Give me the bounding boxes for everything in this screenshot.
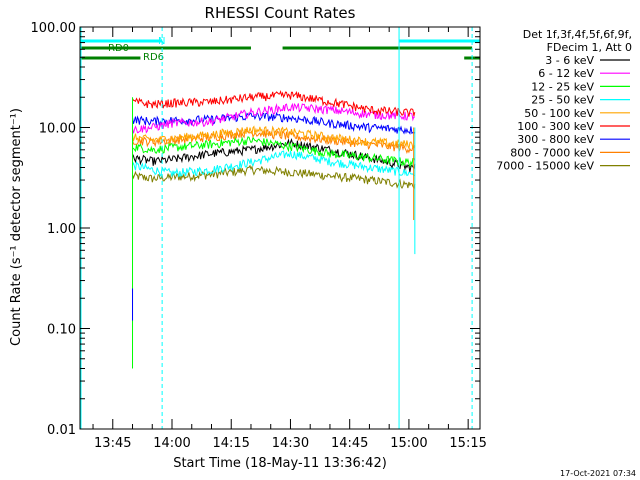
series-line	[132, 164, 416, 190]
x-tick-label: 15:15	[449, 436, 486, 451]
legend-label: 12 - 25 keV	[531, 80, 594, 93]
flag-label: RD0	[108, 43, 129, 54]
x-tick-label: 14:00	[153, 436, 190, 451]
legend-label: 300 - 800 keV	[517, 133, 594, 146]
x-axis-label: Start Time (18-May-11 13:36:42)	[173, 456, 387, 471]
series-line	[132, 125, 416, 149]
x-tick-label: 14:15	[212, 436, 249, 451]
y-tick-label: 10.00	[39, 122, 76, 137]
y-tick-label: 1.00	[47, 222, 76, 237]
legend-label: 100 - 300 keV	[517, 120, 594, 133]
x-tick-label: 13:45	[94, 436, 131, 451]
x-ticks: 13:45 14:00 14:15 14:30 14:45 15:00 15:15	[92, 27, 487, 451]
legend-label: 50 - 100 keV	[524, 107, 594, 120]
y-ticks: 0.01 0.10 1.00 10.00 100.00	[31, 21, 480, 438]
legend: Det 1f,3f,4f,5f,6f,9f,FDecim 1, Att 03 -…	[496, 28, 632, 173]
chart-title: RHESSI Count Rates	[205, 4, 356, 22]
x-tick-label: 14:45	[331, 436, 368, 451]
flag-bars: NRD0RD6	[80, 36, 480, 63]
generated-timestamp: 17-Oct-2021 07:34	[560, 469, 636, 478]
flag-label: RD6	[143, 52, 164, 63]
legend-label: 6 - 12 keV	[538, 67, 594, 80]
series-line	[132, 102, 416, 134]
legend-label: 25 - 50 keV	[531, 94, 594, 107]
y-axis-label: Count Rate (s⁻¹ detector segment⁻¹)	[9, 108, 24, 346]
y-tick-label: 100.00	[31, 21, 77, 36]
x-tick-label: 15:00	[390, 436, 427, 451]
series-line	[132, 128, 415, 155]
series-line	[132, 111, 416, 135]
y-tick-label: 0.01	[47, 423, 76, 438]
legend-label: 3 - 6 keV	[545, 54, 594, 67]
series-line	[132, 90, 416, 117]
legend-header: FDecim 1, Att 0	[547, 41, 632, 54]
series-line	[132, 136, 416, 169]
legend-label: 800 - 7000 keV	[510, 146, 594, 159]
y-tick-label: 0.10	[47, 323, 76, 338]
legend-label: 7000 - 15000 keV	[496, 160, 594, 173]
x-tick-label: 14:30	[272, 436, 309, 451]
legend-header: Det 1f,3f,4f,5f,6f,9f,	[523, 28, 632, 41]
series-line	[132, 150, 415, 178]
series-group	[132, 90, 416, 369]
